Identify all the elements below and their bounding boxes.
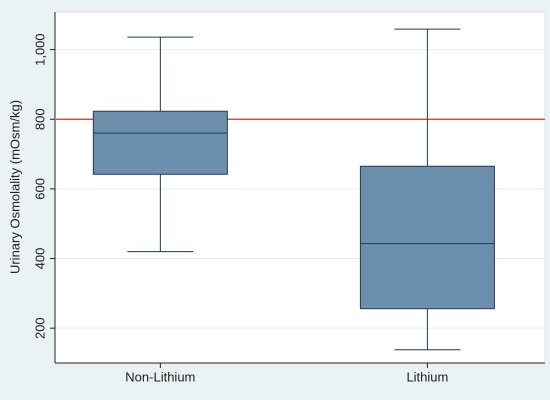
y-tick-label: 1,000: [32, 33, 47, 66]
y-tick-label: 600: [32, 178, 47, 200]
x-tick-label: Lithium: [406, 369, 448, 384]
y-tick-label: 200: [32, 317, 47, 339]
box: [92, 110, 228, 175]
x-tick-label: Non-Lithium: [125, 369, 195, 384]
y-tick-label: 800: [32, 108, 47, 130]
y-tick-label: 400: [32, 248, 47, 270]
y-axis-title: Urinary Osmolality (mOsm/kg): [7, 100, 22, 274]
box: [359, 165, 495, 310]
